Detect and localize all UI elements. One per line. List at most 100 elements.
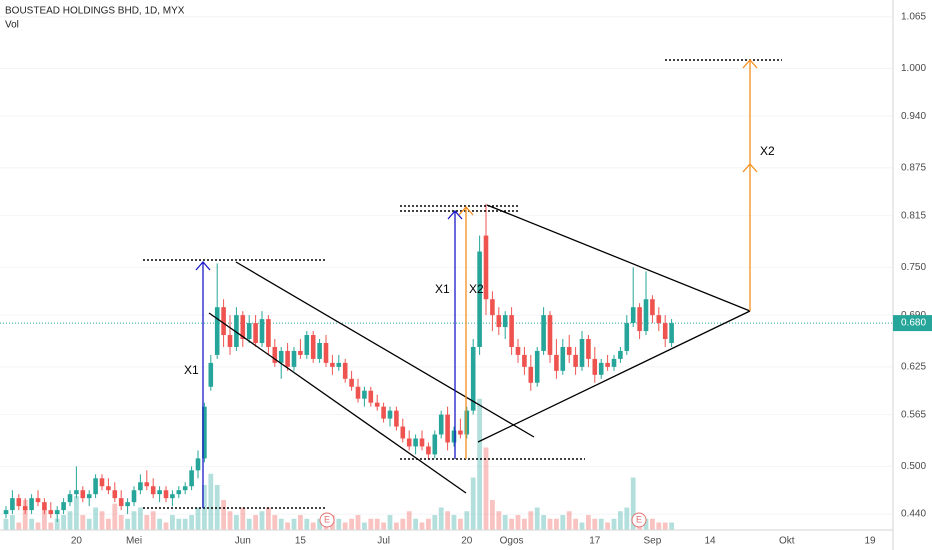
volume-bar <box>16 522 22 530</box>
volume-bar <box>170 515 175 530</box>
candle-body <box>496 315 502 328</box>
volume-bar <box>643 518 649 530</box>
event-marker: E <box>631 512 647 528</box>
candle-body <box>611 358 617 367</box>
volume-bar <box>432 515 438 530</box>
event-circle <box>319 512 335 528</box>
volume-bar <box>502 515 508 530</box>
last-price-label: 0.680 <box>901 318 926 329</box>
candle-body <box>221 307 226 336</box>
volume-bar <box>522 518 527 530</box>
volume-bar <box>509 518 514 530</box>
volume-bar <box>662 522 668 530</box>
measure-arrow <box>447 210 463 459</box>
candle-body <box>662 323 668 340</box>
candle-body <box>54 510 60 515</box>
y-tick-label: 1.065 <box>901 11 926 22</box>
annotation: X2 <box>760 144 775 158</box>
candle-body <box>48 510 54 515</box>
x-tick-label: Ogos <box>500 536 524 547</box>
candle-body <box>138 482 143 491</box>
candle-body <box>240 315 246 340</box>
candle-body <box>451 430 457 443</box>
candle-body <box>509 315 514 347</box>
candle-body <box>176 490 182 495</box>
volume-bar <box>381 522 386 530</box>
candle-body <box>470 346 476 411</box>
candle-body <box>522 354 527 367</box>
candle-body <box>445 414 450 443</box>
volume-layer <box>3 398 674 530</box>
candle-body <box>547 315 553 355</box>
last-price-box <box>893 315 932 332</box>
candle-body <box>528 366 534 383</box>
volume-bar <box>298 515 303 530</box>
candle-body <box>259 319 265 343</box>
volume-bar <box>630 477 636 530</box>
volume-bar <box>579 522 585 530</box>
volume-bar <box>99 511 105 530</box>
volume-bar <box>272 515 278 530</box>
candle-body <box>266 319 271 347</box>
volume-bar <box>67 511 73 530</box>
measure-arrow <box>195 261 211 508</box>
candle-body <box>163 490 169 499</box>
volume-bar <box>163 522 169 530</box>
candle-body <box>253 323 258 343</box>
x-tick-label: 19 <box>864 536 876 547</box>
volume-bar <box>362 522 367 530</box>
volume-bar <box>182 518 188 530</box>
volume-bar <box>285 522 290 530</box>
candle-body <box>432 434 438 455</box>
candle-body <box>80 490 86 499</box>
candle-body <box>298 350 303 355</box>
candle-body <box>643 299 649 332</box>
annotation: X2 <box>469 282 484 296</box>
x-tick-label: Mei <box>126 536 142 547</box>
volume-bar <box>374 518 380 530</box>
volume-bar <box>86 518 92 530</box>
candle-body <box>67 494 73 503</box>
volume-bar <box>253 515 258 530</box>
candle-body <box>413 438 418 447</box>
candle-body <box>400 426 406 439</box>
candle-body <box>426 446 431 455</box>
candle-body <box>477 251 482 347</box>
candle-body <box>118 498 124 507</box>
y-tick-label: 0.500 <box>901 461 926 472</box>
volume-bar <box>458 518 463 530</box>
candle-layer <box>3 203 674 523</box>
candle-body <box>515 346 521 355</box>
candle-body <box>349 378 354 387</box>
candle-body <box>208 362 214 387</box>
trend-line <box>235 261 535 438</box>
volume-bar <box>342 522 348 530</box>
candle-body <box>464 410 470 435</box>
volume-bar <box>387 515 393 530</box>
volume-bar <box>176 518 182 530</box>
volume-bar <box>48 522 54 530</box>
volume-bar <box>125 518 130 530</box>
candle-body <box>246 323 252 340</box>
candle-body <box>330 362 335 367</box>
volume-bar <box>54 518 60 530</box>
candle-body <box>368 390 374 403</box>
volume-bar <box>470 477 476 530</box>
volume-bar <box>291 518 297 530</box>
drawings <box>143 59 782 509</box>
candle-body <box>624 323 630 351</box>
volume-bar <box>592 518 598 530</box>
trend-line <box>477 310 751 443</box>
volume-bar <box>278 518 284 530</box>
candle-body <box>374 402 380 407</box>
volume-bar <box>336 518 342 530</box>
volume-bar <box>266 507 271 530</box>
candle-body <box>630 307 636 324</box>
volume-bar <box>22 500 28 530</box>
candle-body <box>419 438 425 447</box>
candle-body <box>637 307 642 332</box>
volume-bar <box>131 511 137 530</box>
volume-bar <box>61 515 66 530</box>
candle-body <box>74 490 79 495</box>
